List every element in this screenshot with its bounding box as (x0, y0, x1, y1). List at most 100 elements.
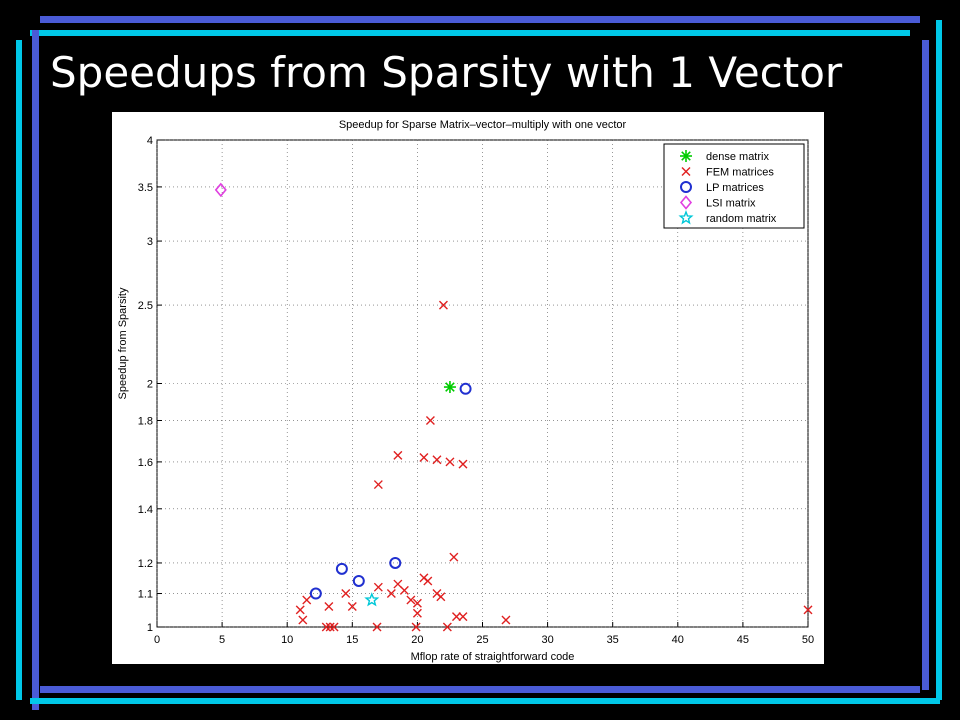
data-point-circle-2-3 (352, 574, 365, 587)
data-point-circle-2-4 (309, 587, 322, 600)
circle-shape (352, 574, 365, 587)
data-point-x-1-0 (438, 300, 448, 310)
x-stroke (347, 602, 357, 612)
x-stroke (393, 450, 403, 460)
x-stroke (442, 622, 452, 632)
y-tick-label: 1 (147, 622, 153, 634)
legend-marker-0 (680, 150, 692, 162)
y-tick-label: 1.1 (138, 589, 153, 601)
data-point-x-1-13 (399, 585, 409, 595)
data-point-circle-2-2 (335, 562, 348, 575)
x-stroke (298, 615, 308, 625)
x-stroke (412, 608, 422, 618)
asterisk-stroke (681, 151, 691, 161)
data-point-x-1-29 (321, 622, 331, 632)
x-stroke (419, 453, 429, 463)
x-tick-label: 10 (281, 634, 293, 646)
data-point-x-1-10 (423, 576, 433, 586)
data-point-x-1-19 (302, 595, 312, 605)
data-point-x-1-3 (419, 453, 429, 463)
data-point-x-1-5 (445, 457, 455, 467)
frame-bar-bottom-cyan (30, 698, 940, 704)
data-point-x-1-17 (436, 592, 446, 602)
frame-bar-top-cyan (30, 30, 910, 36)
data-point-x-1-20 (412, 598, 422, 608)
legend-marker-2 (680, 181, 692, 193)
circle-shape (459, 382, 472, 395)
x-stroke (681, 167, 691, 176)
y-tick-label: 1.4 (138, 504, 153, 516)
x-stroke (373, 480, 383, 490)
data-point-x-1-31 (329, 622, 339, 632)
diamond-shape (214, 182, 227, 198)
x-stroke (393, 579, 403, 589)
frame-bar-right-cyan (936, 20, 942, 700)
x-tick-label: 45 (737, 634, 749, 646)
star-shape (364, 592, 380, 607)
x-stroke (295, 605, 305, 615)
x-stroke (412, 598, 422, 608)
x-stroke (411, 622, 421, 632)
x-axis-label: Mflop rate of straightforward code (411, 651, 575, 663)
x-stroke (399, 585, 409, 595)
y-tick-label: 3.5 (138, 182, 153, 194)
star-shape (678, 210, 694, 225)
x-stroke (302, 595, 312, 605)
x-stroke (458, 459, 468, 469)
data-point-x-1-26 (501, 615, 511, 625)
legend-marker-4 (678, 210, 694, 225)
frame-bar-left-blue (32, 30, 39, 710)
data-point-x-1-22 (324, 602, 334, 612)
chart-panel: 0 5 10 15 20 25 30 35 40 45 50 1 1.1 1.2 1.4 1.6 1.8 2 2.5… (112, 112, 824, 664)
legend-label: FEM matrices (706, 167, 774, 179)
scatter-chart: 0 5 10 15 20 25 30 35 40 45 50 1 1.1 1.2 1.4 1.6 1.8 2 2.5… (117, 119, 814, 663)
data-point-circle-2-0 (459, 382, 472, 395)
data-point-x-1-7 (373, 480, 383, 490)
data-point-x-1-24 (451, 612, 461, 622)
x-tick-label: 0 (154, 634, 160, 646)
x-stroke (329, 622, 339, 632)
x-stroke (341, 589, 351, 599)
data-point-x-1-8 (449, 552, 459, 562)
data-point-x-1-25 (458, 612, 468, 622)
y-tick-label: 3 (147, 236, 153, 248)
data-point-x-1-33 (411, 622, 421, 632)
y-axis-label: Speedup from Sparsity (117, 287, 129, 399)
x-stroke (325, 622, 335, 632)
x-tick-label: 15 (346, 634, 358, 646)
circle-shape (335, 562, 348, 575)
data-point-star-4-0 (364, 592, 380, 607)
x-stroke (324, 602, 334, 612)
x-tick-label: 35 (607, 634, 619, 646)
circle-shape (680, 181, 692, 193)
data-point-x-1-21 (347, 602, 357, 612)
diamond-shape (679, 195, 693, 210)
data-point-x-1-12 (373, 582, 383, 592)
data-point-x-1-34 (442, 622, 452, 632)
x-stroke (321, 622, 331, 632)
legend-label: LP matrices (706, 182, 764, 194)
x-stroke (458, 612, 468, 622)
x-stroke (373, 582, 383, 592)
frame-bar-left-cyan (16, 40, 22, 700)
data-point-x-1-4 (432, 455, 442, 465)
x-tick-label: 20 (411, 634, 423, 646)
data-point-x-1-2 (393, 450, 403, 460)
x-stroke (423, 576, 433, 586)
data-point-circle-2-1 (389, 556, 402, 569)
legend-label: random matrix (706, 213, 777, 225)
data-point-x-1-27 (298, 615, 308, 625)
data-point-x-1-23 (295, 605, 305, 615)
x-tick-label: 40 (672, 634, 684, 646)
x-stroke (386, 589, 396, 599)
x-stroke (436, 592, 446, 602)
legend-marker-3 (679, 195, 693, 210)
x-stroke (372, 622, 382, 632)
data-point-x-1-30 (325, 622, 335, 632)
x-stroke (438, 300, 448, 310)
x-stroke (501, 615, 511, 625)
x-tick-label: 5 (219, 634, 225, 646)
y-tick-label: 1.2 (138, 558, 153, 570)
x-stroke (425, 416, 435, 426)
x-stroke (406, 595, 416, 605)
